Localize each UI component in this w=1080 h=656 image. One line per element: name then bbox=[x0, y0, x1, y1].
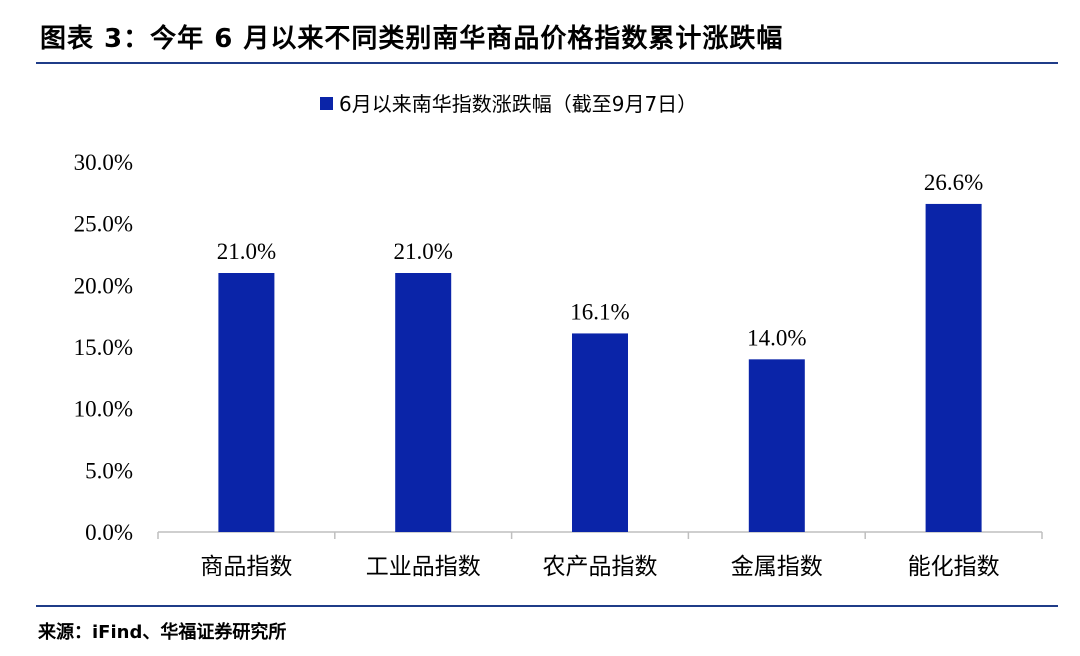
x-tick-label: 商品指数 bbox=[200, 554, 292, 580]
x-tick-label: 工业品指数 bbox=[366, 554, 481, 580]
bar bbox=[572, 333, 628, 532]
x-tick-label: 能化指数 bbox=[908, 554, 1000, 580]
top-rule bbox=[36, 62, 1058, 64]
bar-data-label: 26.6% bbox=[924, 170, 983, 195]
y-tick-label: 0.0% bbox=[85, 520, 133, 545]
figure-title: 图表 3：今年 6 月以来不同类别南华商品价格指数累计涨跌幅 bbox=[40, 24, 784, 54]
bar bbox=[925, 203, 982, 532]
bar-data-label: 21.0% bbox=[217, 239, 276, 264]
y-tick-label: 30.0% bbox=[74, 150, 133, 175]
x-axis: 商品指数 工业品指数 农产品指数 金属指数 能化指数 bbox=[157, 531, 1043, 580]
y-tick-label: 15.0% bbox=[74, 335, 133, 360]
legend-swatch bbox=[320, 97, 333, 110]
x-tick-label: 农产品指数 bbox=[543, 554, 658, 580]
bar-series bbox=[218, 203, 982, 532]
bottom-rule bbox=[36, 605, 1058, 607]
bar-chart: 6月以来南华指数涨跌幅（截至9月7日） 0.0% 5.0% 10.0% 15.0% 20… bbox=[74, 92, 1043, 580]
bar-data-label: 14.0% bbox=[747, 325, 806, 350]
bar bbox=[218, 273, 275, 532]
bar-data-label: 21.0% bbox=[393, 239, 452, 264]
bar bbox=[395, 273, 452, 532]
bar-data-labels: 21.0% 21.0% 16.1% 14.0% 26.6% bbox=[217, 170, 984, 350]
x-tick-label: 金属指数 bbox=[731, 554, 823, 580]
bar-data-label: 16.1% bbox=[570, 299, 629, 324]
y-tick-label: 10.0% bbox=[74, 397, 133, 422]
y-tick-label: 25.0% bbox=[74, 212, 133, 237]
chart-legend: 6月以来南华指数涨跌幅（截至9月7日） bbox=[320, 92, 697, 116]
bar bbox=[748, 359, 805, 532]
legend-label: 6月以来南华指数涨跌幅（截至9月7日） bbox=[339, 92, 697, 116]
y-axis: 0.0% 5.0% 10.0% 15.0% 20.0% 25.0% 30.0% bbox=[74, 150, 133, 545]
y-tick-label: 5.0% bbox=[85, 458, 133, 483]
source-note: 来源：iFind、华福证券研究所 bbox=[38, 622, 287, 643]
y-tick-label: 20.0% bbox=[74, 273, 133, 298]
